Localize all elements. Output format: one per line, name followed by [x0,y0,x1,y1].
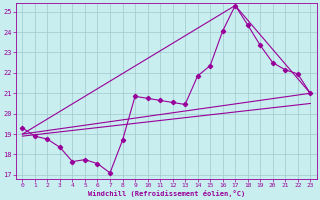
X-axis label: Windchill (Refroidissement éolien,°C): Windchill (Refroidissement éolien,°C) [88,190,245,197]
